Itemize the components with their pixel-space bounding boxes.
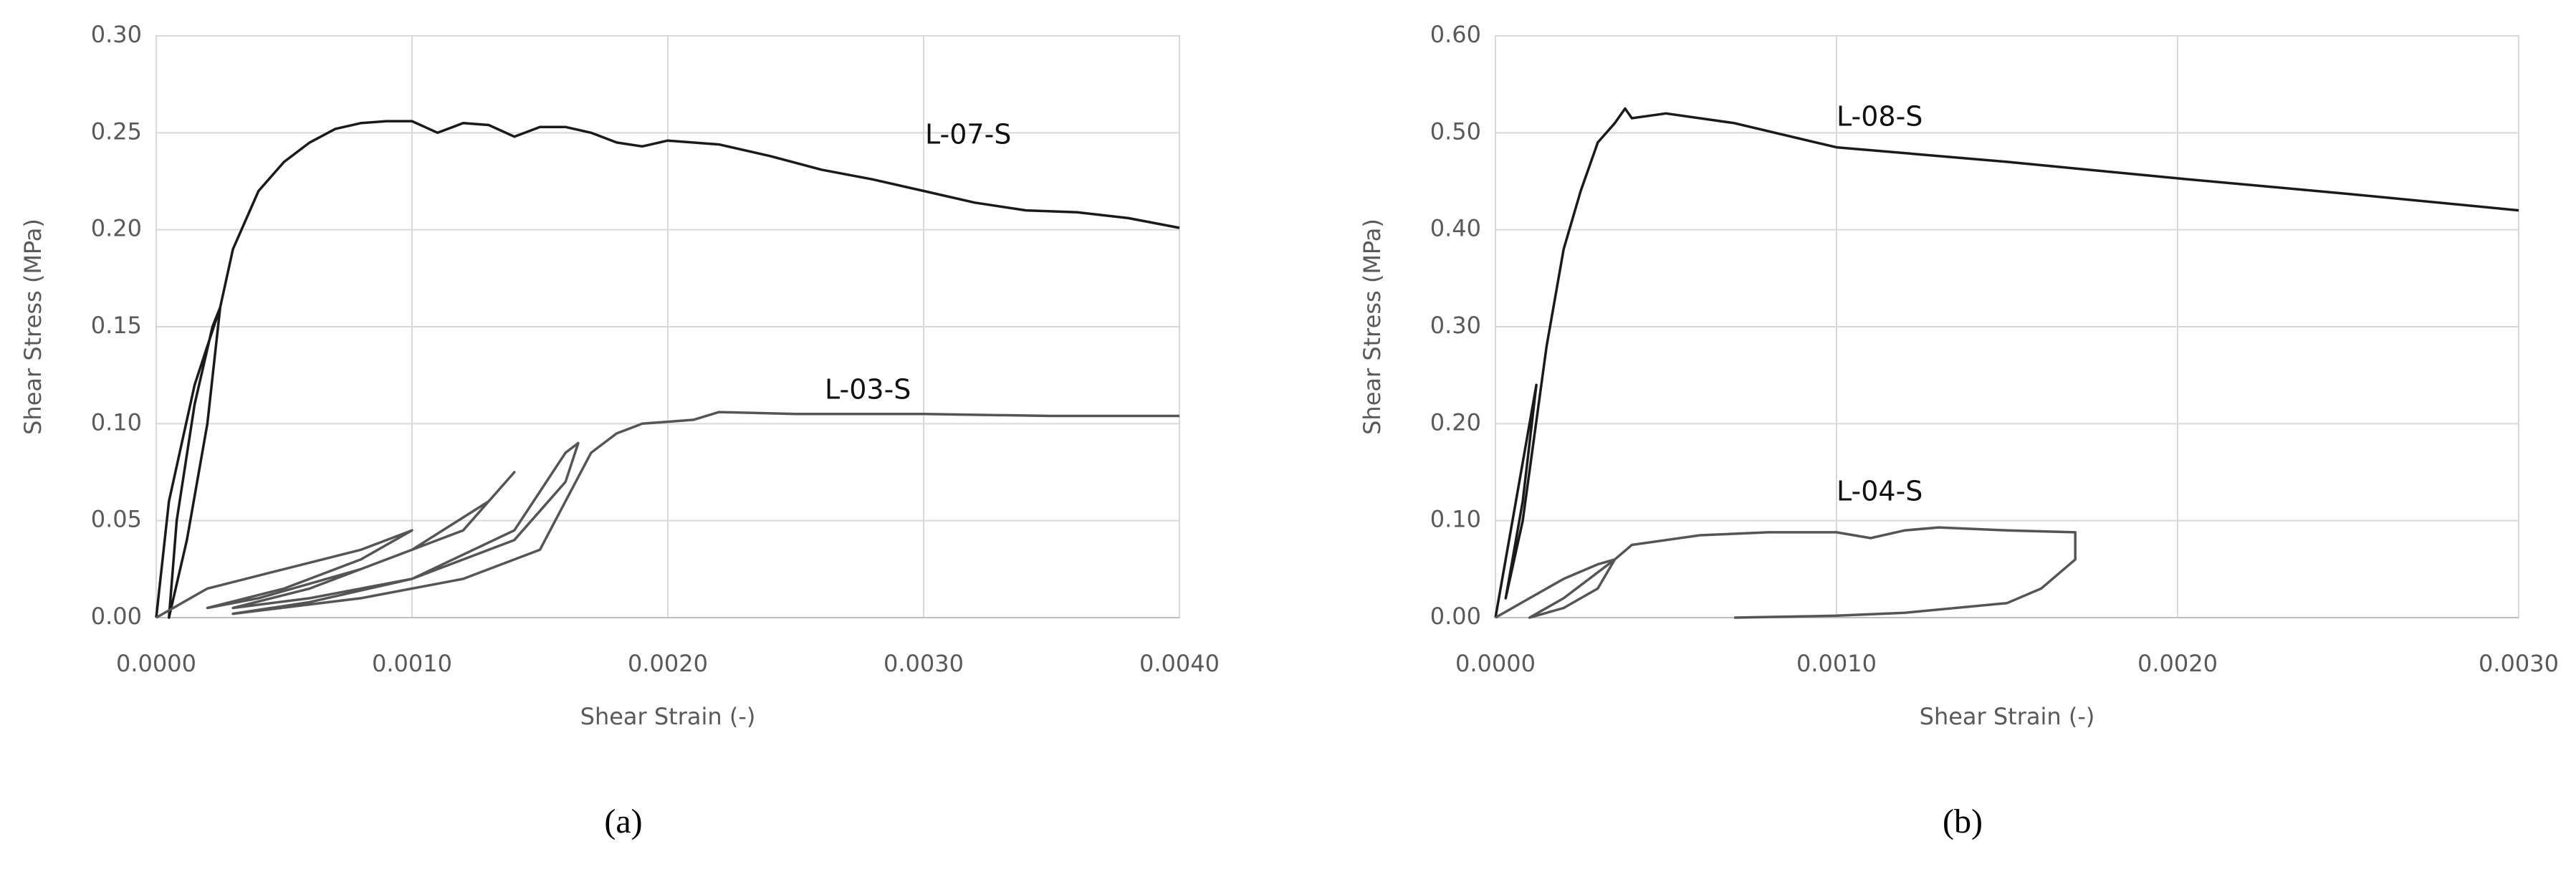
x-tick-label: 0.0000 [116, 650, 196, 677]
y-tick-label: 0.10 [1430, 506, 1481, 533]
series-label: L-07-S [925, 119, 1011, 150]
y-tick-label: 0.00 [1430, 603, 1481, 630]
series-label: L-03-S [825, 374, 911, 406]
caption: (b) [1943, 802, 1983, 840]
x-tick-label: 0.0040 [1139, 650, 1220, 677]
y-tick-label: 0.30 [91, 21, 142, 48]
y-tick-label: 0.05 [91, 506, 142, 533]
y-tick-label: 0.25 [91, 118, 142, 145]
y-tick-label: 0.60 [1430, 21, 1481, 48]
data-line [1494, 107, 2519, 618]
data-line [155, 411, 1179, 619]
data-line [1495, 526, 2077, 619]
y-tick-label: 0.20 [1430, 408, 1481, 436]
series-label: L-08-S [1837, 101, 1923, 133]
x-tick-label: 0.0020 [2137, 650, 2218, 677]
caption: (a) [604, 802, 642, 840]
x-axis-title: Shear Strain (-) [1920, 703, 2095, 730]
series-label: L-04-S [1837, 476, 1923, 507]
y-tick-label: 0.20 [91, 215, 142, 242]
x-tick-label: 0.0030 [884, 650, 964, 677]
y-tick-label: 0.10 [91, 408, 142, 436]
x-tick-label: 0.0010 [372, 650, 452, 677]
x-tick-label: 0.0010 [1796, 650, 1877, 677]
y-axis-title: Shear Stress (MPa) [19, 219, 47, 435]
x-tick-label: 0.0030 [2479, 650, 2559, 677]
y-axis-title: Shear Stress (MPa) [1359, 219, 1386, 435]
y-tick-label: 0.00 [91, 603, 142, 630]
x-axis-title: Shear Strain (-) [580, 703, 756, 730]
data-line [155, 120, 1180, 619]
y-tick-label: 0.50 [1430, 118, 1481, 145]
x-tick-label: 0.0020 [628, 650, 708, 677]
y-tick-label: 0.15 [91, 312, 142, 339]
y-tick-label: 0.40 [1430, 215, 1481, 242]
y-tick-label: 0.30 [1430, 312, 1481, 339]
x-tick-label: 0.0000 [1455, 650, 1536, 677]
